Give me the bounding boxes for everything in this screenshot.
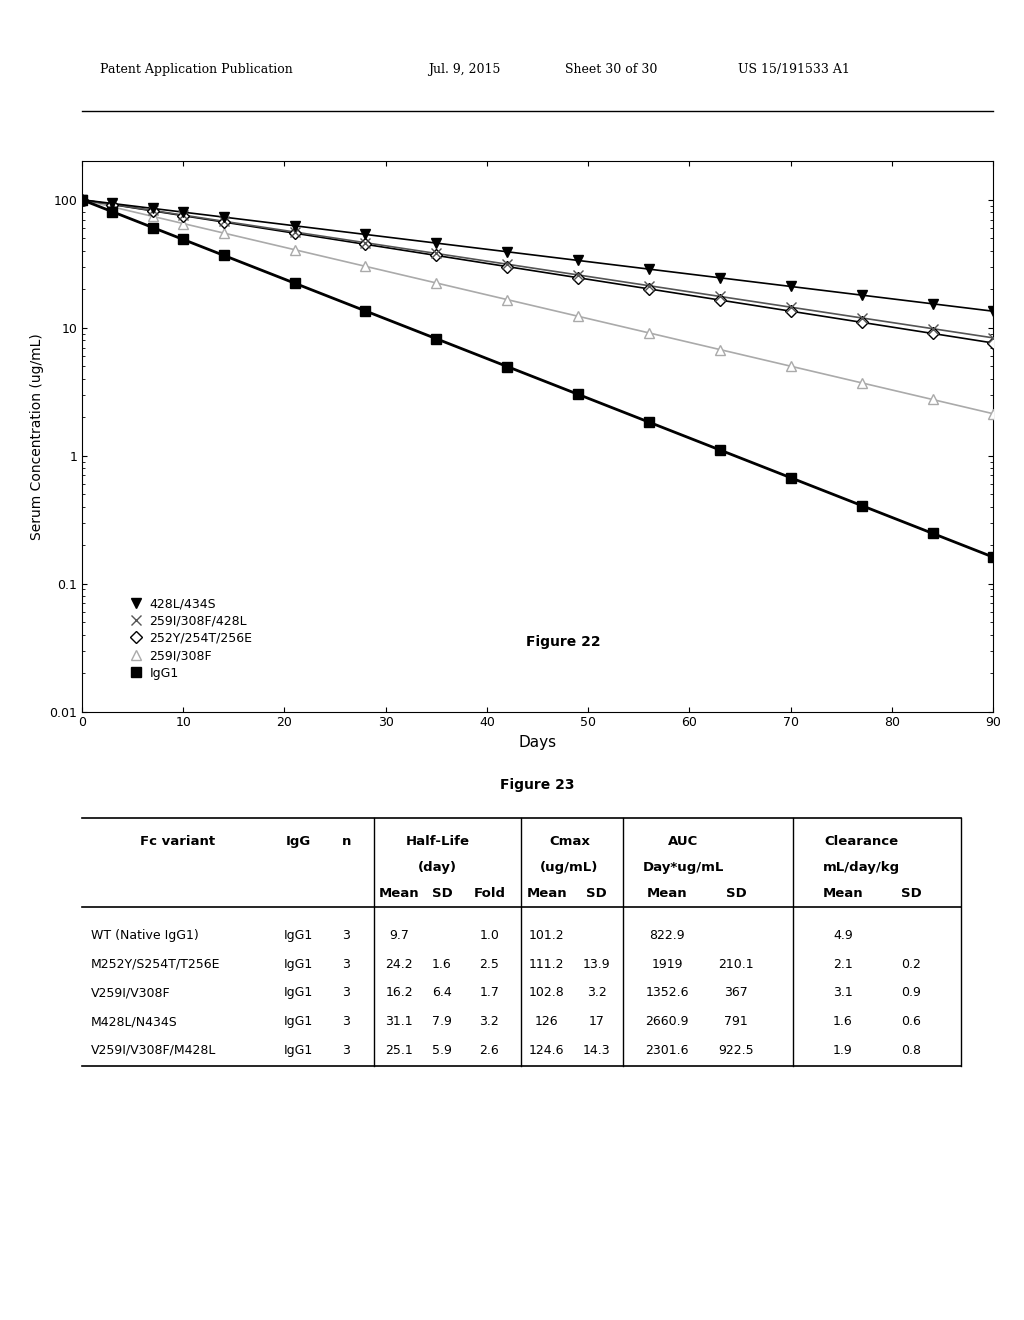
Text: 2.5: 2.5 (479, 957, 500, 970)
Text: 3: 3 (342, 1015, 350, 1028)
Text: IgG: IgG (286, 834, 311, 847)
Text: Mean: Mean (526, 887, 567, 900)
Text: 1.7: 1.7 (479, 986, 500, 999)
Text: IgG1: IgG1 (285, 929, 313, 942)
Text: IgG1: IgG1 (285, 986, 313, 999)
Text: 7.9: 7.9 (432, 1015, 452, 1028)
Text: 2.6: 2.6 (479, 1044, 499, 1057)
Text: 1.9: 1.9 (834, 1044, 853, 1057)
Text: 0.8: 0.8 (901, 1044, 922, 1057)
Text: Sheet 30 of 30: Sheet 30 of 30 (565, 63, 657, 77)
Text: 3: 3 (342, 957, 350, 970)
Text: 3: 3 (342, 1044, 350, 1057)
Text: 2.1: 2.1 (834, 957, 853, 970)
Text: 25.1: 25.1 (385, 1044, 413, 1057)
Text: M428L/N434S: M428L/N434S (91, 1015, 178, 1028)
Text: Half-Life: Half-Life (406, 834, 469, 847)
Text: 367: 367 (724, 986, 749, 999)
Text: 126: 126 (535, 1015, 558, 1028)
Text: 3.2: 3.2 (587, 986, 606, 999)
Text: 1.6: 1.6 (834, 1015, 853, 1028)
Text: Mean: Mean (822, 887, 863, 900)
Text: 3: 3 (342, 929, 350, 942)
Text: 14.3: 14.3 (583, 1044, 610, 1057)
Text: 17: 17 (589, 1015, 605, 1028)
Text: 1.6: 1.6 (432, 957, 452, 970)
Text: 5.9: 5.9 (432, 1044, 452, 1057)
Text: 102.8: 102.8 (528, 986, 564, 999)
Text: 101.2: 101.2 (529, 929, 564, 942)
Text: 2660.9: 2660.9 (645, 1015, 689, 1028)
Text: 3: 3 (342, 986, 350, 999)
Text: Mean: Mean (379, 887, 420, 900)
Text: 6.4: 6.4 (432, 986, 452, 999)
Text: Figure 23: Figure 23 (501, 779, 574, 792)
Text: 822.9: 822.9 (649, 929, 685, 942)
Text: Clearance: Clearance (824, 834, 898, 847)
Text: (day): (day) (418, 861, 457, 874)
Text: SD: SD (901, 887, 922, 900)
Text: Mean: Mean (647, 887, 687, 900)
Text: Figure 22: Figure 22 (526, 635, 600, 649)
Text: SD: SD (587, 887, 607, 900)
Text: IgG1: IgG1 (285, 957, 313, 970)
Text: 0.6: 0.6 (901, 1015, 922, 1028)
Text: Cmax: Cmax (549, 834, 590, 847)
Text: 791: 791 (724, 1015, 749, 1028)
Text: 9.7: 9.7 (389, 929, 409, 942)
Text: V259I/V308F/M428L: V259I/V308F/M428L (91, 1044, 216, 1057)
Text: SD: SD (431, 887, 453, 900)
Text: Day*ug/mL: Day*ug/mL (643, 861, 724, 874)
X-axis label: Days: Days (518, 735, 557, 750)
Text: 1.0: 1.0 (479, 929, 500, 942)
Text: 922.5: 922.5 (719, 1044, 754, 1057)
Text: IgG1: IgG1 (285, 1015, 313, 1028)
Text: Fc variant: Fc variant (140, 834, 215, 847)
Text: 13.9: 13.9 (583, 957, 610, 970)
Text: 1352.6: 1352.6 (645, 986, 689, 999)
Text: 24.2: 24.2 (385, 957, 413, 970)
Text: WT (Native IgG1): WT (Native IgG1) (91, 929, 199, 942)
Text: AUC: AUC (669, 834, 698, 847)
Text: 31.1: 31.1 (385, 1015, 413, 1028)
Text: 3.1: 3.1 (834, 986, 853, 999)
Text: 4.9: 4.9 (834, 929, 853, 942)
Text: 16.2: 16.2 (385, 986, 413, 999)
Text: 3.2: 3.2 (479, 1015, 499, 1028)
Y-axis label: Serum Concentration (ug/mL): Serum Concentration (ug/mL) (30, 333, 44, 540)
Text: IgG1: IgG1 (285, 1044, 313, 1057)
Text: Jul. 9, 2015: Jul. 9, 2015 (428, 63, 501, 77)
Text: Patent Application Publication: Patent Application Publication (100, 63, 293, 77)
Text: SD: SD (726, 887, 746, 900)
Text: n: n (342, 834, 351, 847)
Text: M252Y/S254T/T256E: M252Y/S254T/T256E (91, 957, 220, 970)
Legend: 428L/434S, 259I/308F/428L, 252Y/254T/256E, 259I/308F, IgG1: 428L/434S, 259I/308F/428L, 252Y/254T/256… (125, 593, 256, 684)
Text: mL/day/kg: mL/day/kg (822, 861, 900, 874)
Text: Fold: Fold (473, 887, 505, 900)
Text: 0.9: 0.9 (901, 986, 922, 999)
Text: 124.6: 124.6 (529, 1044, 564, 1057)
Text: (ug/mL): (ug/mL) (541, 861, 599, 874)
Text: 2301.6: 2301.6 (645, 1044, 689, 1057)
Text: 210.1: 210.1 (719, 957, 754, 970)
Text: 111.2: 111.2 (529, 957, 564, 970)
Text: 1919: 1919 (651, 957, 683, 970)
Text: V259I/V308F: V259I/V308F (91, 986, 171, 999)
Text: US 15/191533 A1: US 15/191533 A1 (738, 63, 850, 77)
Text: 0.2: 0.2 (901, 957, 922, 970)
